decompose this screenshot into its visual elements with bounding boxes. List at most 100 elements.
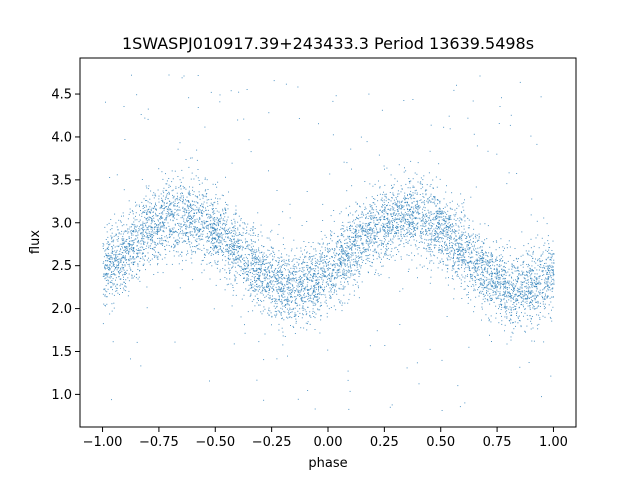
data-point (406, 213, 408, 215)
data-point (239, 245, 241, 247)
data-point (481, 271, 483, 273)
data-point (210, 231, 212, 233)
data-point (301, 300, 303, 302)
data-point (531, 316, 533, 317)
data-point (497, 296, 499, 298)
data-point (104, 278, 106, 280)
data-point (335, 263, 337, 265)
data-point (304, 257, 306, 259)
data-point (280, 273, 282, 275)
data-point (277, 275, 279, 277)
data-point (160, 206, 162, 208)
data-point (108, 259, 110, 260)
data-point (349, 265, 351, 267)
data-point (278, 282, 280, 284)
data-point (429, 200, 431, 202)
data-point (211, 238, 213, 240)
data-point (333, 250, 335, 252)
data-point (141, 213, 143, 215)
data-point (185, 159, 187, 160)
data-point (113, 257, 115, 259)
data-point (475, 234, 477, 236)
data-point (347, 215, 349, 217)
data-point (316, 296, 318, 298)
data-point (508, 282, 510, 284)
data-point (152, 248, 154, 250)
data-point (356, 230, 357, 232)
data-point (122, 287, 124, 289)
data-point (336, 243, 338, 245)
data-point (246, 226, 248, 228)
data-point (447, 232, 449, 234)
data-point (122, 239, 124, 241)
data-point (239, 265, 241, 267)
data-point (403, 215, 405, 217)
data-point (346, 255, 348, 257)
data-point (171, 212, 173, 214)
data-point (350, 266, 351, 268)
data-point (227, 236, 229, 238)
data-point (108, 244, 110, 246)
data-point (536, 279, 538, 281)
data-point (335, 286, 336, 288)
data-point (186, 225, 188, 227)
data-point (362, 213, 364, 215)
data-point (247, 264, 249, 266)
data-point (438, 221, 439, 223)
data-point (280, 265, 282, 267)
data-point (532, 291, 534, 293)
data-point (397, 211, 399, 212)
data-point (289, 279, 291, 281)
data-point (458, 264, 460, 266)
data-point (331, 288, 332, 290)
data-point (434, 247, 435, 249)
data-point (130, 237, 132, 239)
data-point (395, 246, 397, 248)
data-point (352, 244, 354, 246)
data-point (115, 256, 117, 258)
data-point (114, 250, 116, 252)
data-point (231, 261, 233, 263)
data-point (280, 301, 282, 303)
data-point (157, 263, 159, 264)
data-point (443, 253, 444, 255)
data-points (102, 74, 555, 411)
data-point (383, 246, 384, 248)
data-point (107, 265, 109, 267)
data-point (552, 306, 554, 308)
data-point (146, 220, 148, 222)
data-point (453, 256, 454, 258)
data-point (406, 254, 408, 256)
data-point (478, 279, 480, 281)
data-point (143, 249, 145, 250)
data-point (291, 284, 293, 286)
data-point (120, 254, 122, 255)
data-point (360, 228, 362, 230)
data-point (146, 307, 148, 309)
data-point (157, 219, 159, 221)
data-point (308, 289, 310, 291)
data-point (514, 299, 516, 301)
data-point (272, 259, 273, 261)
data-point (544, 267, 546, 269)
data-point (411, 236, 413, 237)
data-point (376, 233, 378, 235)
data-point (298, 277, 300, 278)
data-point (328, 250, 330, 252)
data-point (288, 258, 290, 260)
data-point (105, 101, 106, 103)
data-point (158, 213, 160, 215)
data-point (429, 215, 431, 217)
data-point (475, 296, 477, 298)
data-point (176, 209, 178, 211)
data-point (302, 285, 304, 286)
data-point (498, 247, 500, 249)
data-point (148, 185, 150, 187)
data-point (277, 283, 279, 285)
data-point (188, 201, 189, 203)
data-point (246, 277, 248, 279)
data-point (449, 215, 451, 217)
data-point (498, 123, 500, 124)
data-point (312, 273, 314, 275)
data-point (118, 258, 120, 260)
